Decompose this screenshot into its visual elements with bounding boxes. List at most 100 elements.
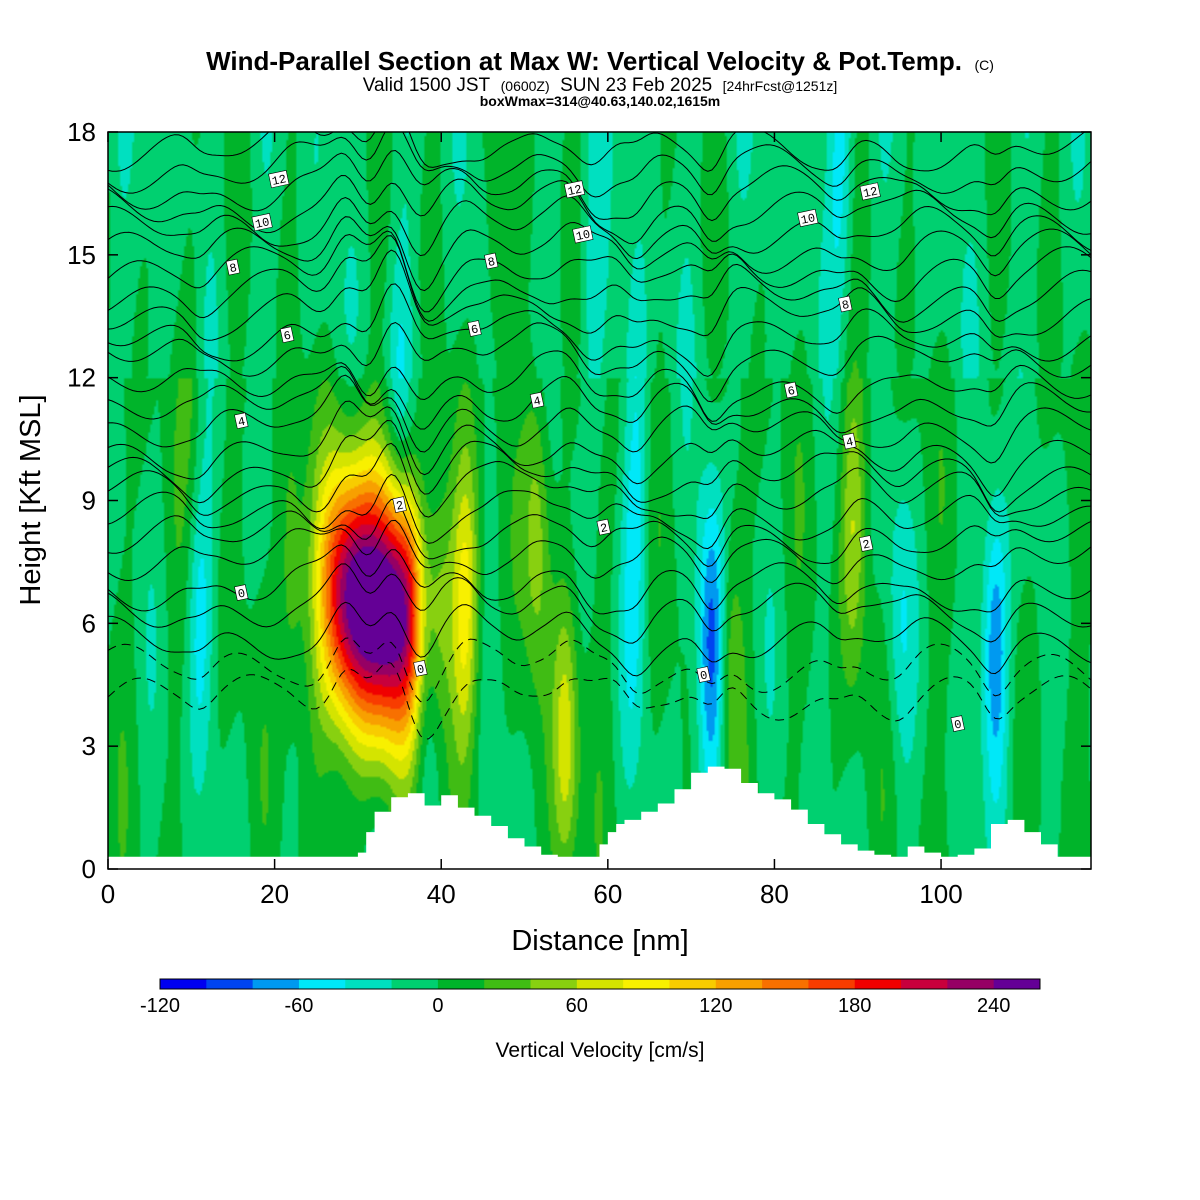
plot-area: 12 10 8 6 4 0 2 0 12 10 8 6 4 2 0 12 10 8 6 4 2 0 — [108, 132, 1091, 869]
figure-title-text: Wind-Parallel Section at Max W: Vertical… — [206, 46, 962, 76]
subtitle-zulu: (0600Z) — [501, 78, 550, 94]
isoline-label-text: 4 — [532, 394, 542, 409]
isoline-label: 6 — [783, 381, 799, 399]
colorbar-tick-label: 240 — [977, 995, 1010, 1017]
colorbar-frame — [159, 978, 1041, 990]
colorbar-swatch — [437, 979, 485, 989]
colorbar-swatch — [206, 979, 254, 989]
isoline-label-text: 2 — [395, 498, 405, 513]
isoline-label-box — [859, 182, 881, 201]
isoline-label-text: 12 — [566, 182, 583, 199]
theta-isoline — [108, 321, 1091, 403]
isoline-label: 8 — [225, 258, 241, 276]
theta-isoline — [108, 498, 1091, 568]
colorbar-swatch — [623, 979, 670, 989]
isoline-label: 0 — [696, 666, 711, 684]
colorbar-swatch — [762, 979, 809, 989]
isoline-label-box — [858, 535, 874, 552]
colorbar-swatch — [298, 979, 346, 989]
isoline-label-box — [838, 295, 853, 313]
isoline-label-text: 6 — [282, 329, 292, 344]
colorbar-swatch — [901, 979, 948, 989]
isoline-label-text: 6 — [470, 322, 480, 337]
isoline-label-text: 4 — [237, 415, 247, 430]
y-tick-label: 3 — [82, 731, 96, 761]
isoline-label: 0 — [234, 584, 249, 602]
theta-isoline — [108, 473, 1091, 550]
colorbar-swatch — [993, 979, 1041, 989]
colorbar-swatch — [484, 979, 531, 989]
theta-isoline — [108, 216, 1091, 292]
y-axis-title: Height [Kft MSL] — [15, 394, 47, 605]
isoline-label-text: 10 — [800, 211, 817, 228]
box-wmax-info: boxWmax=314@40.63,140.02,1615m — [480, 93, 721, 109]
y-tick-label: 15 — [67, 240, 96, 270]
colorbar-swatch — [947, 979, 995, 989]
copyright-mark: (C) — [974, 57, 993, 73]
colorbar-tick-label: 60 — [566, 995, 588, 1017]
isoline-label: 8 — [484, 252, 499, 270]
isoline-label-box — [251, 213, 273, 232]
colorbar-swatch — [160, 979, 207, 989]
potential-temperature-isolines — [108, 132, 1091, 740]
theta-isoline — [108, 174, 1091, 245]
theta-isoline — [108, 230, 1091, 313]
isoline-label-text: 0 — [699, 668, 709, 683]
figure-title: Wind-Parallel Section at Max W: Vertical… — [206, 46, 994, 76]
isoline-label-text: 0 — [416, 662, 426, 677]
isoline-label: 0 — [950, 715, 965, 733]
isoline-label-box — [950, 715, 965, 732]
colorbar-swatch — [252, 979, 300, 989]
isoline-label-text: 10 — [254, 215, 271, 232]
isoline-label-box — [234, 412, 249, 430]
isoline-label-box — [413, 660, 428, 677]
isoline-label-text: 6 — [786, 384, 796, 399]
theta-isoline — [108, 442, 1091, 520]
isoline-label-text: 8 — [228, 261, 238, 276]
theta-isoline — [108, 283, 1091, 377]
colorbar-swatch — [715, 979, 763, 989]
x-tick-label: 40 — [427, 879, 456, 909]
isoline-label-text: 2 — [599, 521, 609, 536]
isoline-label-box — [797, 208, 819, 228]
x-axis: 0 20 40 60 80 100 — [101, 132, 963, 909]
isoline-label-text: 4 — [845, 435, 855, 450]
theta-isoline — [108, 350, 1091, 422]
theta-isoline — [108, 661, 1091, 740]
isoline-label-text: 0 — [953, 717, 963, 732]
colorbar-tick-label: -120 — [140, 995, 180, 1017]
isoline-label-box — [572, 225, 594, 244]
colorbar-swatch — [854, 979, 902, 989]
isoline-label: 10 — [797, 208, 819, 228]
isoline-label: 6 — [467, 320, 482, 338]
theta-isoline — [108, 544, 1091, 615]
isoline-label: 12 — [859, 182, 881, 202]
x-tick-label: 80 — [760, 879, 789, 909]
isoline-label: 12 — [268, 170, 290, 189]
colorbar-tick-label: 180 — [838, 995, 871, 1017]
theta-isoline — [108, 419, 1091, 513]
theta-isoline — [108, 132, 1091, 198]
x-tick-label: 60 — [593, 879, 622, 909]
theta-isoline — [108, 519, 1091, 585]
colorbar-title: Vertical Velocity [cm/s] — [496, 1039, 705, 1062]
isoline-label: 2 — [392, 496, 407, 514]
isoline-label-text: 12 — [862, 185, 879, 202]
y-tick-label: 0 — [82, 854, 96, 884]
isoline-label-box — [268, 170, 290, 189]
isoline-labels: 12 10 8 6 4 0 2 0 12 10 8 6 4 2 0 12 10 8 6 4 2 0 — [225, 170, 965, 733]
isoline-label-box — [842, 432, 857, 450]
y-tick-label: 12 — [67, 363, 96, 393]
colorbar-swatch — [576, 979, 624, 989]
isoline-label: 2 — [858, 535, 874, 553]
isoline-label-box — [234, 584, 249, 601]
isoline-label: 8 — [838, 295, 853, 313]
x-tick-label: 20 — [260, 879, 289, 909]
isoline-label-box — [467, 320, 482, 337]
isoline-label: 6 — [279, 326, 295, 344]
theta-isoline — [108, 374, 1091, 464]
terrain-silhouette — [108, 766, 1091, 869]
subtitle-valid: Valid 1500 JST — [363, 75, 491, 96]
isoline-label-box — [596, 518, 611, 536]
